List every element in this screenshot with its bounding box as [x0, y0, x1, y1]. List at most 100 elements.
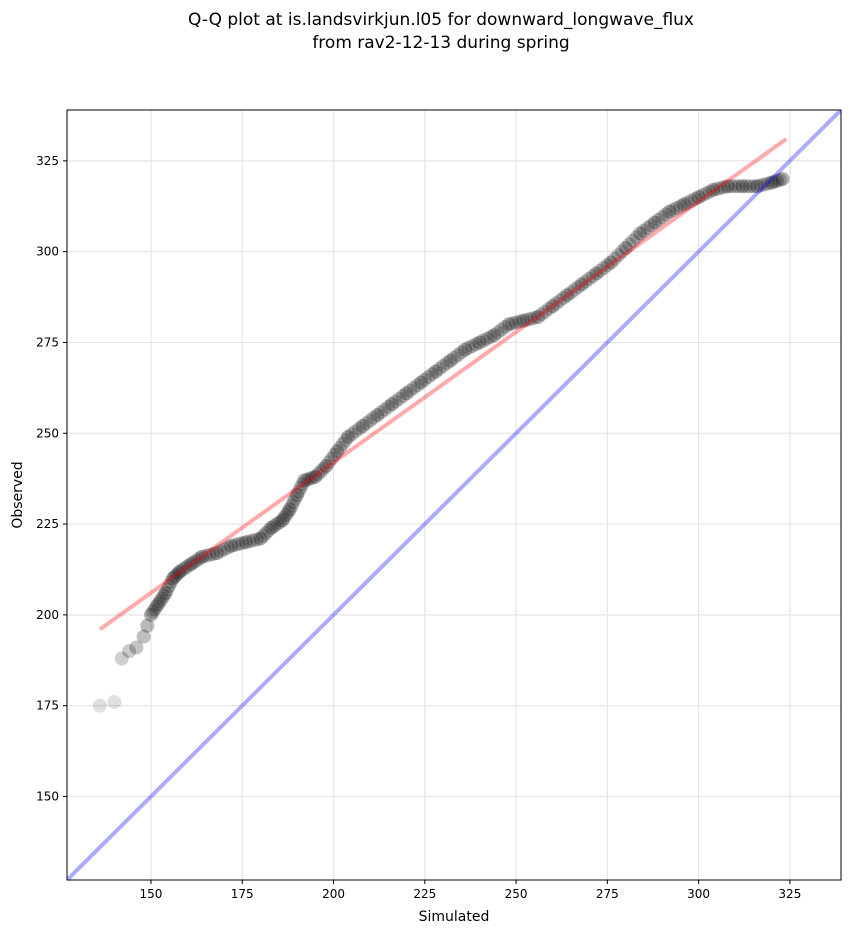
- y-tick-label: 225: [36, 517, 59, 531]
- data-point: [275, 513, 290, 528]
- data-point: [253, 531, 268, 546]
- data-point: [530, 310, 545, 325]
- data-point: [447, 350, 461, 365]
- data-point: [206, 547, 221, 562]
- data-point: [775, 172, 790, 187]
- data-point: [454, 345, 469, 360]
- data-point: [363, 413, 378, 428]
- data-point: [534, 307, 549, 322]
- data-point: [556, 290, 571, 305]
- data-point: [184, 557, 199, 572]
- data-point: [140, 618, 155, 633]
- data-point: [770, 173, 785, 188]
- data-point: [457, 342, 472, 357]
- data-point: [249, 532, 264, 547]
- x-tick-label: 300: [687, 887, 710, 901]
- data-point: [487, 328, 502, 343]
- data-point: [107, 695, 122, 710]
- data-point: [764, 175, 779, 190]
- data-point: [549, 296, 564, 311]
- data-point: [600, 258, 615, 273]
- x-tick-label: 150: [140, 887, 163, 901]
- data-point: [461, 340, 476, 355]
- data-point: [750, 179, 765, 194]
- data-point: [192, 551, 207, 566]
- data-point: [258, 526, 273, 541]
- data-point: [468, 337, 483, 352]
- data-point: [439, 356, 454, 371]
- data-point: [279, 507, 294, 522]
- identity-line: [67, 110, 841, 880]
- data-point: [640, 221, 655, 236]
- data-point: [154, 591, 169, 606]
- data-point: [341, 429, 356, 444]
- data-point: [574, 277, 589, 292]
- plot-frame: [66, 109, 842, 881]
- data-point: [662, 204, 677, 219]
- data-point: [476, 333, 491, 348]
- data-point: [494, 322, 509, 337]
- data-point: [290, 488, 305, 502]
- data-point: [520, 312, 535, 327]
- data-point: [293, 480, 308, 495]
- data-point: [277, 510, 292, 525]
- data-point: [295, 477, 310, 492]
- data-point: [450, 348, 465, 363]
- data-point: [169, 567, 184, 582]
- axis-ticks: 150 175 200 225 250 275 300 325 150 175 200 225 250 2…: [36, 154, 801, 901]
- data-point: [658, 207, 673, 222]
- data-point: [158, 586, 173, 601]
- data-point: [509, 315, 524, 330]
- data-point: [677, 197, 692, 212]
- data-point: [655, 210, 670, 225]
- data-point: [384, 397, 399, 412]
- data-point: [465, 339, 480, 354]
- data-point: [308, 469, 323, 484]
- data-point: [149, 599, 164, 614]
- data-point: [209, 546, 224, 561]
- data-point: [425, 367, 440, 382]
- chart-title-line-1: Q-Q plot at is.landsvirkjun.l05 for down…: [188, 10, 694, 30]
- data-point: [202, 547, 217, 562]
- data-point: [181, 558, 196, 573]
- data-point: [151, 596, 166, 611]
- data-point: [490, 325, 505, 340]
- x-tick-label: 175: [231, 887, 254, 901]
- data-point: [195, 549, 210, 564]
- data-point: [611, 248, 626, 263]
- data-point: [282, 502, 297, 517]
- chart-title-line-2: from rav2-12-13 during spring: [312, 33, 569, 53]
- x-tick-label: 250: [505, 887, 528, 901]
- data-point: [355, 418, 370, 433]
- data-point: [272, 515, 287, 530]
- y-tick-label: 150: [36, 789, 59, 803]
- data-point: [739, 179, 754, 194]
- data-point: [313, 464, 328, 479]
- data-point: [267, 518, 282, 533]
- data-point: [772, 172, 787, 187]
- data-point: [173, 564, 188, 579]
- data-point: [760, 176, 775, 191]
- data-point: [512, 314, 527, 329]
- data-point: [698, 186, 713, 201]
- data-point: [235, 536, 250, 551]
- data-point: [713, 181, 728, 196]
- y-tick-label: 325: [36, 154, 59, 168]
- data-point: [198, 548, 213, 563]
- data-point: [680, 195, 695, 210]
- data-point: [709, 181, 724, 196]
- data-point: [224, 538, 239, 553]
- data-point: [633, 226, 648, 241]
- data-point: [647, 215, 662, 230]
- data-point: [269, 517, 284, 532]
- data-point: [311, 467, 326, 482]
- data-point: [651, 212, 666, 227]
- data-point: [395, 389, 410, 404]
- data-point: [145, 605, 160, 620]
- data-point: [122, 644, 137, 659]
- data-point: [629, 230, 644, 245]
- data-point: [319, 458, 334, 473]
- data-point: [479, 331, 494, 346]
- data-point: [359, 416, 374, 431]
